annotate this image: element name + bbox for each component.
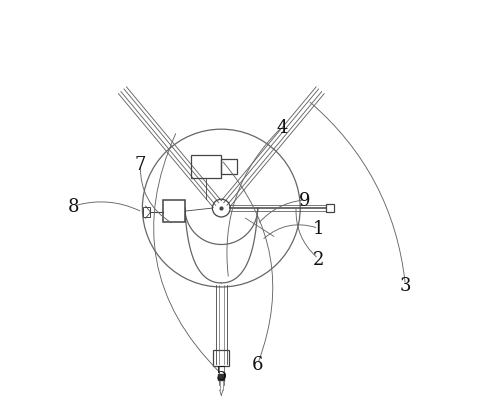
Text: 3: 3 — [399, 276, 411, 294]
Bar — [327, 205, 334, 212]
Text: 4: 4 — [276, 119, 288, 137]
Bar — [143, 207, 150, 218]
Bar — [163, 200, 185, 223]
Text: 5: 5 — [216, 365, 227, 383]
Text: 6: 6 — [252, 355, 263, 373]
Text: 8: 8 — [68, 198, 80, 215]
Text: 2: 2 — [313, 250, 324, 268]
Bar — [218, 374, 224, 380]
Text: 9: 9 — [298, 192, 310, 209]
Text: 7: 7 — [135, 155, 146, 173]
Bar — [191, 156, 221, 178]
Bar — [213, 350, 229, 366]
Text: 1: 1 — [313, 220, 324, 238]
Bar — [221, 160, 238, 175]
